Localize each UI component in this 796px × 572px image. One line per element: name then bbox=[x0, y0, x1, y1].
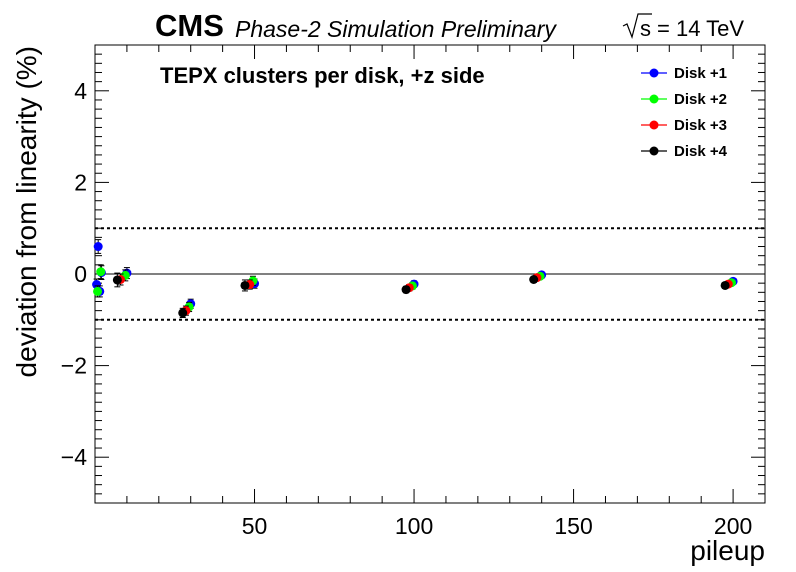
marker bbox=[529, 274, 539, 284]
data-point bbox=[96, 264, 106, 280]
marker bbox=[178, 308, 188, 318]
legend-marker bbox=[649, 146, 659, 156]
data-point bbox=[93, 239, 103, 254]
legend-entry: Disk +2 bbox=[641, 91, 727, 108]
legend-label: Disk +1 bbox=[674, 65, 727, 82]
legend-entry: Disk +4 bbox=[641, 143, 728, 160]
y-tick-label: 0 bbox=[74, 261, 87, 287]
legend-entry: Disk +3 bbox=[641, 117, 727, 134]
marker bbox=[720, 280, 730, 290]
y-tick-label: 4 bbox=[74, 78, 87, 104]
sqrt-icon bbox=[622, 13, 652, 39]
series-disk-2 bbox=[93, 264, 736, 313]
x-tick-label: 200 bbox=[714, 513, 752, 539]
data-point bbox=[720, 280, 730, 290]
series-disk-4 bbox=[112, 272, 730, 319]
marker bbox=[93, 286, 103, 296]
marker bbox=[96, 267, 106, 277]
y-axis-title: deviation from linearity (%) bbox=[11, 46, 42, 377]
data-point bbox=[529, 274, 539, 284]
data-point bbox=[401, 285, 411, 295]
legend-marker bbox=[649, 68, 659, 78]
legend-marker bbox=[649, 120, 659, 130]
chart-header: CMS Phase-2 Simulation Preliminary s = 1… bbox=[155, 8, 744, 43]
x-tick-label: 100 bbox=[395, 513, 433, 539]
axis-tick-labels: 50 100 150 200 −4 −2 0 2 4 bbox=[61, 78, 753, 539]
x-tick-label: 50 bbox=[242, 513, 268, 539]
data-series bbox=[92, 239, 738, 319]
marker bbox=[112, 275, 122, 285]
marker bbox=[401, 285, 411, 295]
x-tick-label: 150 bbox=[554, 513, 592, 539]
legend-label: Disk +3 bbox=[674, 117, 727, 134]
energy-symbol: s bbox=[640, 16, 651, 41]
marker bbox=[240, 280, 250, 290]
marker bbox=[92, 280, 102, 290]
experiment-label: CMS bbox=[155, 8, 224, 43]
data-point bbox=[93, 285, 103, 298]
data-point bbox=[112, 272, 122, 288]
y-tick-label: −4 bbox=[61, 444, 87, 470]
legend-entry: Disk +1 bbox=[641, 65, 727, 82]
reference-lines bbox=[95, 227, 765, 321]
energy-label: s = 14 TeV bbox=[622, 13, 744, 41]
legend-marker bbox=[649, 94, 659, 104]
y-tick-label: −2 bbox=[61, 353, 87, 379]
data-point bbox=[178, 307, 188, 319]
marker bbox=[93, 242, 103, 252]
data-point bbox=[240, 279, 250, 292]
x-axis-title: pileup bbox=[690, 535, 765, 566]
axis-ticks bbox=[95, 44, 766, 504]
series-disk-3 bbox=[116, 273, 733, 316]
legend-label: Disk +4 bbox=[674, 143, 728, 160]
y-tick-label: 2 bbox=[74, 169, 87, 195]
energy-value: = 14 TeV bbox=[657, 16, 744, 41]
legend: Disk +1 Disk +2 Disk +3 Disk +4 bbox=[641, 65, 728, 160]
preliminary-label: Phase-2 Simulation Preliminary bbox=[235, 16, 557, 42]
legend-label: Disk +2 bbox=[674, 91, 727, 108]
plot-title: TEPX clusters per disk, +z side bbox=[160, 63, 485, 88]
